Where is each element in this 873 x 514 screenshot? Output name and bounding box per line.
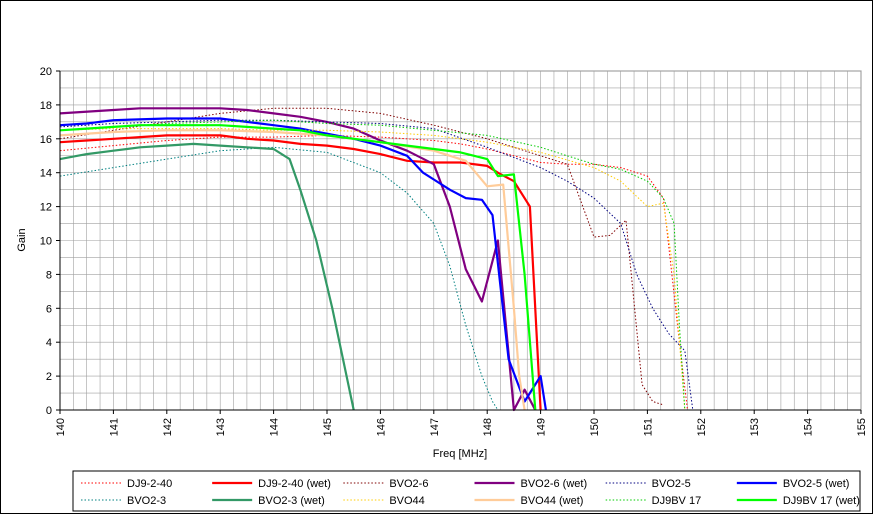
y-tick-label: 14 — [40, 168, 52, 180]
x-tick-label: 151 — [642, 418, 654, 436]
legend-label: BVO2-6 (wet) — [521, 478, 588, 490]
legend: DJ9-2-40 DJ9-2-40 (wet) BVO2-6 BVO2-6 (wet)… — [72, 470, 861, 512]
legend-label: BVO2-3 (wet) — [258, 495, 325, 507]
legend-label: BVO2-5 — [652, 478, 691, 490]
x-tick-label: 148 — [482, 418, 494, 436]
legend-label: DJ9-2-40 — [127, 478, 172, 490]
x-tick-label: 144 — [269, 418, 281, 436]
x-tick-label: 142 — [162, 418, 174, 436]
x-tick-label: 140 — [55, 418, 67, 436]
x-tick-label: 141 — [108, 418, 120, 436]
x-tick-label: 145 — [322, 418, 334, 436]
legend-label: DJ9-2-40 (wet) — [258, 478, 331, 490]
axes: 0 2 4 6 8 10 12 14 16 18 20 140 141 142 143 144 145 146 14… — [40, 66, 868, 436]
x-tick-label: 154 — [803, 418, 815, 436]
y-tick-label: 12 — [40, 202, 52, 214]
x-tick-label: 143 — [215, 418, 227, 436]
x-tick-label: 150 — [589, 418, 601, 436]
y-axis-label: Gain — [16, 228, 28, 251]
series-line — [59, 124, 537, 411]
series-line — [59, 119, 694, 411]
series-group — [59, 107, 694, 412]
series-line — [59, 146, 499, 411]
y-tick-label: 4 — [46, 337, 52, 349]
y-tick-label: 2 — [46, 371, 52, 383]
legend-label: BVO44 — [389, 495, 424, 507]
legend-label: BVO2-5 (wet) — [783, 478, 850, 490]
legend-label: BVO44 (wet) — [521, 495, 584, 507]
series-line — [59, 107, 537, 412]
x-tick-label: 152 — [696, 418, 708, 436]
legend-box — [72, 470, 861, 512]
y-tick-label: 18 — [40, 100, 52, 112]
series-line — [59, 119, 686, 411]
y-tick-label: 16 — [40, 134, 52, 146]
series-line — [59, 117, 547, 411]
series-line — [59, 134, 688, 411]
x-tick-label: 147 — [429, 418, 441, 436]
x-tick-label: 149 — [536, 418, 548, 436]
series-line — [59, 142, 355, 411]
legend-label: BVO2-3 — [127, 495, 166, 507]
x-tick-label: 155 — [856, 418, 868, 436]
y-tick-label: 6 — [46, 303, 52, 315]
series-line — [59, 128, 686, 411]
x-axis-label: Freq [MHz] — [433, 448, 487, 460]
y-tick-label: 0 — [46, 405, 52, 417]
x-tick-label: 146 — [375, 418, 387, 436]
x-tick-label: 153 — [749, 418, 761, 436]
y-tick-label: 8 — [46, 269, 52, 281]
y-tick-label: 20 — [40, 66, 52, 78]
y-tick-label: 10 — [40, 236, 52, 248]
legend-label: BVO2-6 — [389, 478, 428, 490]
legend-label: DJ9BV 17 — [652, 495, 702, 507]
legend-label: DJ9BV 17 (wet) — [783, 495, 860, 507]
